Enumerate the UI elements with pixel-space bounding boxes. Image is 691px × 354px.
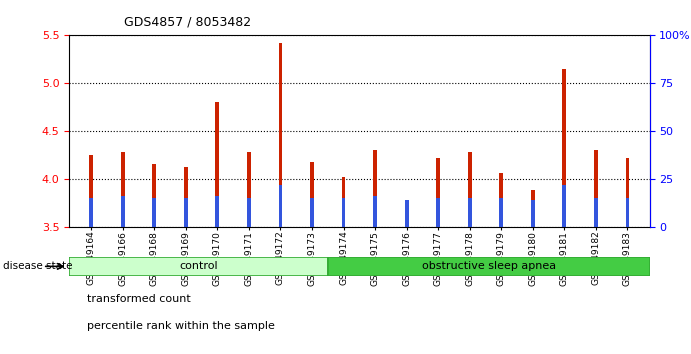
Bar <box>184 167 188 227</box>
Bar <box>184 198 188 227</box>
Bar <box>436 158 440 227</box>
Text: disease state: disease state <box>3 261 73 271</box>
Bar <box>405 200 408 227</box>
Bar <box>247 152 251 227</box>
Text: GDS4857 / 8053482: GDS4857 / 8053482 <box>124 16 252 29</box>
Bar <box>500 198 503 227</box>
Bar <box>562 184 566 227</box>
Bar <box>216 102 219 227</box>
Bar <box>468 198 472 227</box>
Bar <box>500 173 503 227</box>
Bar <box>373 150 377 227</box>
Bar <box>121 196 124 227</box>
Bar <box>531 200 535 227</box>
Bar <box>247 198 251 227</box>
Bar <box>328 257 650 276</box>
Bar <box>69 257 328 276</box>
Bar <box>216 196 219 227</box>
Bar <box>89 198 93 227</box>
Bar <box>594 150 598 227</box>
Text: obstructive sleep apnea: obstructive sleep apnea <box>422 261 556 272</box>
Bar <box>89 155 93 227</box>
Text: control: control <box>179 261 218 272</box>
Bar <box>278 43 283 227</box>
Bar <box>594 198 598 227</box>
Bar <box>562 69 566 227</box>
Bar <box>531 190 535 227</box>
Bar <box>310 198 314 227</box>
Bar <box>153 164 156 227</box>
Bar <box>625 198 630 227</box>
Text: percentile rank within the sample: percentile rank within the sample <box>86 321 274 331</box>
Bar <box>341 198 346 227</box>
Text: transformed count: transformed count <box>86 294 191 304</box>
Bar <box>468 152 472 227</box>
Bar <box>373 196 377 227</box>
Bar <box>310 161 314 227</box>
Bar <box>625 158 630 227</box>
Bar <box>121 152 124 227</box>
Bar <box>153 198 156 227</box>
Bar <box>278 184 283 227</box>
Bar <box>341 177 346 227</box>
Bar <box>436 198 440 227</box>
Bar <box>405 200 408 227</box>
